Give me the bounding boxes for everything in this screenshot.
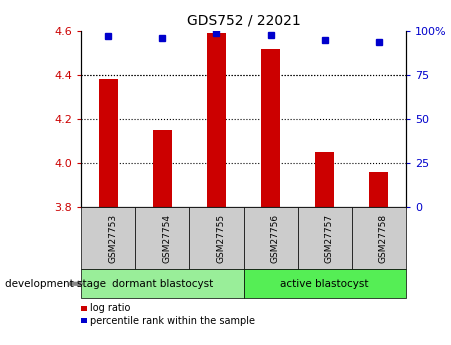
Text: GSM27755: GSM27755 (216, 214, 226, 263)
Bar (369, 172, 388, 207)
Text: GSM27756: GSM27756 (271, 214, 280, 263)
Bar (207, 33, 226, 207)
Text: development stage: development stage (5, 279, 106, 289)
Bar (153, 130, 172, 207)
Text: log ratio: log ratio (90, 303, 131, 313)
Text: GSM27753: GSM27753 (108, 214, 117, 263)
Title: GDS752 / 22021: GDS752 / 22021 (187, 13, 300, 27)
Text: GSM27757: GSM27757 (325, 214, 334, 263)
Text: active blastocyst: active blastocyst (281, 279, 369, 289)
Bar (99, 79, 118, 207)
Text: percentile rank within the sample: percentile rank within the sample (90, 316, 255, 325)
Text: GSM27758: GSM27758 (379, 214, 388, 263)
Text: dormant blastocyst: dormant blastocyst (112, 279, 213, 289)
Bar (261, 49, 280, 207)
Bar (315, 152, 334, 207)
Text: GSM27754: GSM27754 (162, 214, 171, 263)
